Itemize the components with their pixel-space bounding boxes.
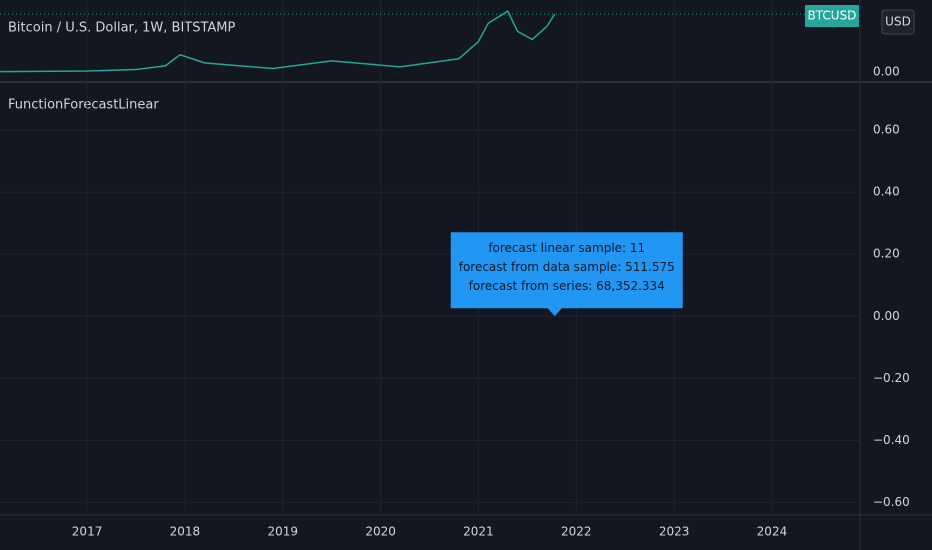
forecast-label-text: forecast from series: 68,352.334: [469, 279, 665, 293]
currency-text[interactable]: USD: [885, 15, 911, 29]
forecast-label: [450, 232, 683, 317]
symbol-badge: [805, 5, 859, 27]
plot: [86, 0, 773, 515]
y-tick-label: 0.60: [873, 123, 900, 137]
x-tick-label: 2018: [170, 525, 201, 539]
y-tick-label: −0.40: [873, 433, 910, 447]
x-tick-label: 2024: [757, 525, 788, 539]
currency-button[interactable]: [881, 9, 915, 35]
x-tick-label: 2017: [72, 525, 103, 539]
y-tick-label: −0.60: [873, 495, 910, 509]
y-tick-label: 0.40: [873, 185, 900, 199]
y-tick-label: −0.20: [873, 371, 910, 385]
symbol-badge-text: BTCUSD: [808, 9, 857, 23]
indicator-title: FunctionForecastLinear: [8, 98, 159, 113]
forecast-label-text: forecast linear sample: 11: [488, 241, 645, 255]
x-tick-label: 2020: [365, 525, 396, 539]
symbol-title: Bitcoin / U.S. Dollar, 1W, BITSTAMP: [8, 21, 236, 36]
x-tick-label: 2023: [659, 525, 690, 539]
x-tick-label: 2021: [463, 525, 494, 539]
price-line: [0, 10, 556, 73]
y-tick-label: 0.00: [873, 309, 900, 323]
y-tick-label: 0.00: [873, 65, 900, 79]
x-tick-label: 2022: [561, 525, 592, 539]
forecast-label-text: forecast from data sample: 511.575: [459, 260, 675, 274]
x-tick-label: 2019: [267, 525, 298, 539]
y-tick-label: 0.20: [873, 247, 900, 261]
